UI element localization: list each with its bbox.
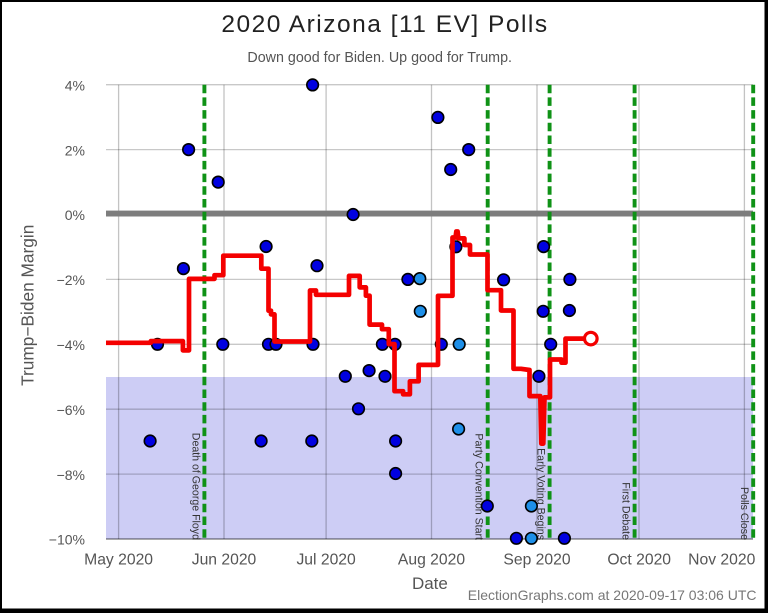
- svg-text:Oct 2020: Oct 2020: [607, 552, 671, 569]
- svg-text:4%: 4%: [65, 77, 85, 93]
- svg-text:Down good for Biden. Up good f: Down good for Biden. Up good for Trump.: [247, 50, 512, 66]
- svg-text:Trump−Biden Margin: Trump−Biden Margin: [18, 225, 38, 386]
- svg-text:Sep 2020: Sep 2020: [503, 552, 570, 569]
- svg-text:−4%: −4%: [57, 337, 85, 353]
- svg-text:First Debate: First Debate: [620, 482, 632, 540]
- svg-text:2020 Arizona [11 EV] Polls: 2020 Arizona [11 EV] Polls: [221, 11, 548, 38]
- svg-text:May 2020: May 2020: [84, 552, 153, 569]
- svg-text:−8%: −8%: [57, 467, 85, 483]
- svg-text:Death of George Floyd: Death of George Floyd: [189, 433, 201, 540]
- svg-text:Polls Close: Polls Close: [738, 487, 750, 540]
- svg-text:Date: Date: [412, 574, 448, 593]
- svg-text:2%: 2%: [65, 142, 85, 158]
- svg-text:Early Voting Begins: Early Voting Begins: [535, 448, 547, 540]
- svg-text:Party Convention Start: Party Convention Start: [473, 433, 485, 540]
- svg-text:−10%: −10%: [49, 532, 85, 548]
- svg-text:ElectionGraphs.com at 2020-09-: ElectionGraphs.com at 2020-09-17 03:06 U…: [468, 587, 757, 603]
- svg-text:0%: 0%: [65, 207, 85, 223]
- svg-text:Nov 2020: Nov 2020: [688, 552, 755, 569]
- svg-text:−2%: −2%: [57, 272, 85, 288]
- svg-text:Aug 2020: Aug 2020: [398, 552, 465, 569]
- svg-text:Jun 2020: Jun 2020: [192, 552, 257, 569]
- svg-text:−6%: −6%: [57, 402, 85, 418]
- svg-text:Jul 2020: Jul 2020: [296, 552, 356, 569]
